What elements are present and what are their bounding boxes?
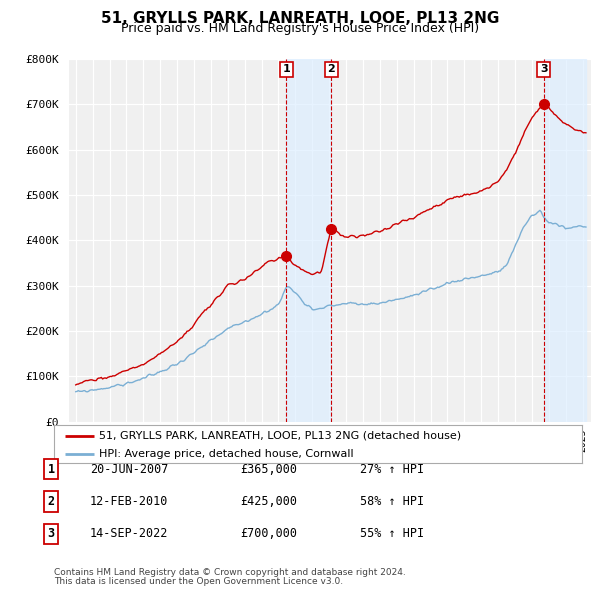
Text: 3: 3 (47, 527, 55, 540)
Text: 51, GRYLLS PARK, LANREATH, LOOE, PL13 2NG (detached house): 51, GRYLLS PARK, LANREATH, LOOE, PL13 2N… (99, 431, 461, 441)
Text: Contains HM Land Registry data © Crown copyright and database right 2024.: Contains HM Land Registry data © Crown c… (54, 568, 406, 577)
Text: This data is licensed under the Open Government Licence v3.0.: This data is licensed under the Open Gov… (54, 578, 343, 586)
Text: Price paid vs. HM Land Registry's House Price Index (HPI): Price paid vs. HM Land Registry's House … (121, 22, 479, 35)
Text: 20-JUN-2007: 20-JUN-2007 (90, 463, 169, 476)
Text: 27% ↑ HPI: 27% ↑ HPI (360, 463, 424, 476)
Text: 2: 2 (47, 495, 55, 508)
Text: HPI: Average price, detached house, Cornwall: HPI: Average price, detached house, Corn… (99, 448, 353, 458)
Text: 2: 2 (328, 64, 335, 74)
Text: 51, GRYLLS PARK, LANREATH, LOOE, PL13 2NG: 51, GRYLLS PARK, LANREATH, LOOE, PL13 2N… (101, 11, 499, 25)
Text: 1: 1 (283, 64, 290, 74)
Text: £425,000: £425,000 (240, 495, 297, 508)
Text: 14-SEP-2022: 14-SEP-2022 (90, 527, 169, 540)
Bar (286, 59, 331, 422)
Bar (544, 59, 586, 422)
Text: 12-FEB-2010: 12-FEB-2010 (90, 495, 169, 508)
Text: 3: 3 (540, 64, 548, 74)
Text: 58% ↑ HPI: 58% ↑ HPI (360, 495, 424, 508)
Text: 55% ↑ HPI: 55% ↑ HPI (360, 527, 424, 540)
Text: 1: 1 (47, 463, 55, 476)
Text: £700,000: £700,000 (240, 527, 297, 540)
Text: £365,000: £365,000 (240, 463, 297, 476)
